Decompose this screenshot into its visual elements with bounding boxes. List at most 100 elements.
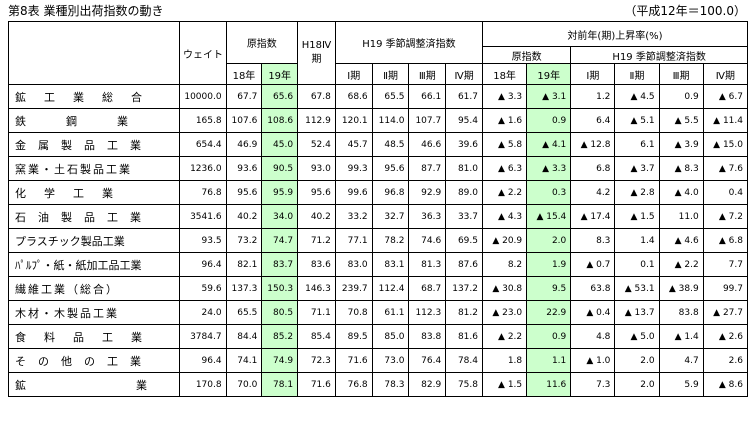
cell-yoy-q1: ▲ 12.8 (570, 132, 616, 157)
cell-yoy-19: 9.5 (526, 276, 572, 301)
cell-seasonal-q2: 32.7 (371, 204, 410, 229)
cell-weight: 24.0 (179, 300, 227, 325)
header-q2: Ⅱ期 (371, 63, 410, 85)
cell-h18-iv: 71.1 (297, 300, 336, 325)
cell-yoy-q3: 5.9 (658, 372, 704, 397)
cell-yoy-q1: 6.4 (570, 108, 616, 133)
cell-seasonal-q2: 112.4 (371, 276, 410, 301)
cell-yoy-q3: ▲ 4.0 (658, 180, 704, 205)
cell-yoy-q4: ▲ 7.2 (702, 204, 749, 229)
cell-yoy-q2: 2.0 (614, 348, 660, 373)
table-title: 第8表 業種別出荷指数の動き (8, 4, 164, 18)
cell-yoy-q2: ▲ 4.5 (614, 84, 660, 109)
cell-seasonal-q2: 78.3 (371, 372, 410, 397)
cell-original-18: 84.4 (225, 324, 263, 349)
cell-seasonal-q2: 83.1 (371, 252, 410, 277)
table-row: 金属製品工業 654.4 46.9 45.0 52.4 45.7 48.5 46.6 39.6 ▲… (7, 132, 749, 157)
header-h19-seasonal: H19 季節調整済指数 (334, 21, 484, 64)
cell-original-19: 65.6 (261, 84, 299, 109)
cell-original-19: 80.5 (261, 300, 299, 325)
cell-weight: 76.8 (179, 180, 227, 205)
cell-seasonal-q3: 46.6 (408, 132, 447, 157)
cell-yoy-18: ▲ 1.5 (481, 372, 528, 397)
shipment-index-table: ウェイト 原指数 H18Ⅳ期 H19 季節調整済指数 対前年(期)上昇率(%) … (7, 21, 749, 397)
cell-yoy-q3: 0.9 (658, 84, 704, 109)
cell-seasonal-q2: 96.8 (371, 180, 410, 205)
cell-weight: 170.8 (179, 372, 227, 397)
cell-yoy-18: ▲ 2.2 (481, 180, 528, 205)
cell-original-18: 107.6 (225, 108, 263, 133)
cell-yoy-19: 0.3 (526, 180, 572, 205)
cell-h18-iv: 71.6 (297, 372, 336, 397)
cell-seasonal-q2: 65.5 (371, 84, 410, 109)
cell-yoy-19: 1.9 (526, 252, 572, 277)
cell-seasonal-q4: 137.2 (445, 276, 483, 301)
cell-weight: 59.6 (179, 276, 227, 301)
cell-original-19: 95.9 (261, 180, 299, 205)
cell-seasonal-q4: 75.8 (445, 372, 483, 397)
header-y18: 18年 (225, 63, 263, 85)
cell-seasonal-q2: 73.0 (371, 348, 410, 373)
cell-yoy-q4: ▲ 2.6 (702, 324, 749, 349)
cell-original-19: 150.3 (261, 276, 299, 301)
table-row: 繊維工業（総合） 59.6 137.3 150.3 146.3 239.7 112.4 68.… (7, 276, 749, 301)
cell-original-19: 34.0 (261, 204, 299, 229)
cell-yoy-19: 22.9 (526, 300, 572, 325)
cell-yoy-q2: 0.1 (614, 252, 660, 277)
table-row: 鉱工業総合 10000.0 67.7 65.6 67.8 68.6 65.5 66.1 61.7… (7, 84, 749, 109)
cell-weight: 1236.0 (179, 156, 227, 181)
cell-yoy-q4: ▲ 6.8 (702, 228, 749, 253)
cell-original-18: 70.0 (225, 372, 263, 397)
cell-seasonal-q1: 33.2 (334, 204, 373, 229)
cell-yoy-q4: ▲ 27.7 (702, 300, 749, 325)
cell-seasonal-q1: 68.6 (334, 84, 373, 109)
cell-h18-iv: 85.4 (297, 324, 336, 349)
table-body: 鉱工業総合 10000.0 67.7 65.6 67.8 68.6 65.5 66.1 61.7… (7, 84, 749, 397)
cell-original-18: 137.3 (225, 276, 263, 301)
cell-yoy-19: ▲ 3.3 (526, 156, 572, 181)
header-yoy-y19: 19年 (526, 63, 572, 85)
cell-seasonal-q2: 78.2 (371, 228, 410, 253)
cell-yoy-q1: ▲ 17.4 (570, 204, 616, 229)
cell-original-18: 46.9 (225, 132, 263, 157)
cell-seasonal-q3: 82.9 (408, 372, 447, 397)
cell-yoy-q3: ▲ 2.2 (658, 252, 704, 277)
cell-seasonal-q1: 99.3 (334, 156, 373, 181)
table-row: プラスチック製品工業 93.5 73.2 74.7 71.2 77.1 78.2 74.6 69… (7, 228, 749, 253)
cell-seasonal-q4: 39.6 (445, 132, 483, 157)
table-row: 鉄鋼業 165.8 107.6 108.6 112.9 120.1 114.0 107.7 95… (7, 108, 749, 133)
cell-original-18: 74.1 (225, 348, 263, 373)
cell-yoy-19: 0.9 (526, 324, 572, 349)
header-q4: Ⅳ期 (445, 63, 483, 85)
cell-yoy-q4: ▲ 7.6 (702, 156, 749, 181)
cell-yoy-q3: ▲ 4.6 (658, 228, 704, 253)
table-row: 石油製品工業 3541.6 40.2 34.0 40.2 33.2 32.7 36.3 33.7… (7, 204, 749, 229)
cell-industry-name: 繊維工業（総合） (7, 276, 181, 301)
cell-seasonal-q4: 69.5 (445, 228, 483, 253)
cell-h18-iv: 83.6 (297, 252, 336, 277)
cell-original-19: 78.1 (261, 372, 299, 397)
cell-seasonal-q1: 70.8 (334, 300, 373, 325)
cell-yoy-q2: ▲ 3.7 (614, 156, 660, 181)
header-yoy-y18: 18年 (481, 63, 528, 85)
cell-seasonal-q4: 81.0 (445, 156, 483, 181)
cell-seasonal-q3: 87.7 (408, 156, 447, 181)
cell-original-19: 85.2 (261, 324, 299, 349)
cell-seasonal-q4: 95.4 (445, 108, 483, 133)
cell-yoy-q1: 4.8 (570, 324, 616, 349)
cell-seasonal-q4: 33.7 (445, 204, 483, 229)
cell-weight: 3541.6 (179, 204, 227, 229)
cell-yoy-18: ▲ 23.0 (481, 300, 528, 325)
cell-seasonal-q1: 239.7 (334, 276, 373, 301)
cell-yoy-q1: 4.2 (570, 180, 616, 205)
cell-yoy-19: ▲ 4.1 (526, 132, 572, 157)
cell-original-18: 67.7 (225, 84, 263, 109)
cell-yoy-q2: ▲ 5.0 (614, 324, 660, 349)
header-yoy-q3: Ⅲ期 (658, 63, 704, 85)
cell-yoy-q1: 8.3 (570, 228, 616, 253)
cell-yoy-q1: 1.2 (570, 84, 616, 109)
cell-seasonal-q4: 61.7 (445, 84, 483, 109)
cell-weight: 10000.0 (179, 84, 227, 109)
cell-seasonal-q1: 77.1 (334, 228, 373, 253)
cell-yoy-q4: ▲ 6.7 (702, 84, 749, 109)
